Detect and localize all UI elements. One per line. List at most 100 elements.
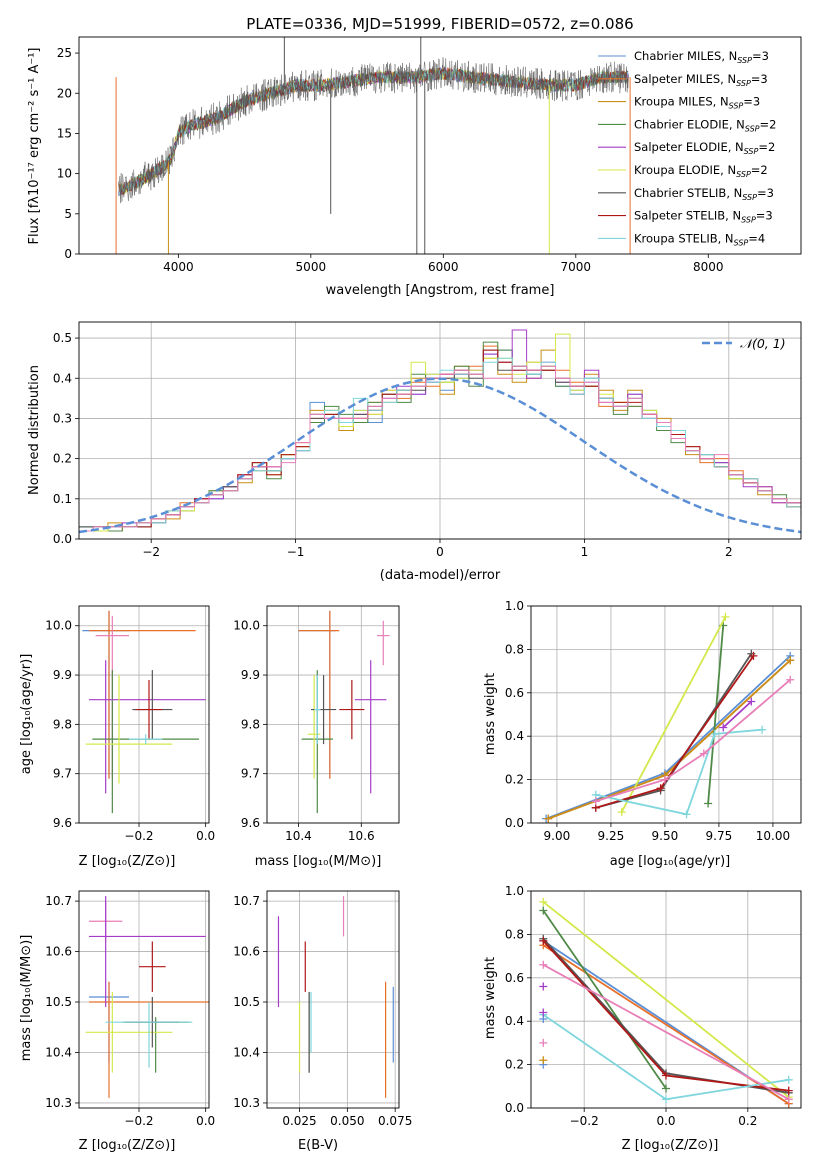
weight-marker — [704, 799, 713, 808]
axes-frame — [78, 36, 802, 255]
weight-marker — [784, 1086, 793, 1095]
ageZ-ylabel: age [log₁₀(age/yr)] — [19, 654, 34, 775]
age-vs-metallicity-panel: −0.2 0.0 9.6 9.7 9.8 9.9 10.0 — [45, 605, 215, 843]
legend-entry: Chabrier MILES, NSSP=3 — [634, 49, 769, 65]
legend-entry: Kroupa MILES, NSSP=3 — [634, 95, 760, 111]
weight-marker — [539, 960, 548, 969]
x-tick-label: 6000 — [428, 260, 459, 274]
weight-marker — [786, 656, 795, 665]
weight-marker — [539, 906, 548, 915]
y-tick-label: 0.6 — [505, 686, 524, 700]
weight-marker — [662, 1071, 670, 1080]
y-tick-label: 0.4 — [505, 1014, 524, 1028]
x-tick-label: −1 — [287, 545, 305, 559]
spectrum-xlabel: wavelength [Angstrom, rest frame] — [326, 283, 555, 298]
y-tick-label: 0.6 — [505, 971, 524, 985]
y-tick-label: 20 — [57, 86, 72, 100]
weight-line — [545, 655, 791, 820]
histogram-step — [79, 357, 801, 532]
x-tick-label: −2 — [142, 545, 160, 559]
y-tick-label: 0 — [64, 247, 72, 261]
x-tick-label: 10.6 — [348, 829, 375, 843]
axes-frame — [78, 605, 210, 824]
axes-frame — [78, 890, 210, 1109]
weight-marker — [544, 814, 553, 823]
legend-entry: Chabrier STELIB, NSSP=3 — [634, 186, 774, 202]
weight-marker — [719, 723, 728, 732]
x-tick-label: 2 — [725, 545, 733, 559]
x-tick-label: 9.00 — [544, 829, 571, 843]
weight-marker — [539, 1038, 548, 1047]
mass-vs-metallicity-panel: −0.2 0.0 10.3 10.4 10.5 10.6 10.7 — [45, 890, 215, 1128]
x-tick-label: 5000 — [296, 260, 327, 274]
legend-entry: Salpeter ELODIE, NSSP=2 — [634, 140, 775, 156]
errorbar-points — [85, 896, 209, 1098]
y-tick-label: 10.3 — [45, 1096, 72, 1110]
massE-xlabel: E(B-V) — [298, 1138, 338, 1153]
y-tick-label: 0.3 — [53, 411, 72, 425]
weight-marker — [784, 1075, 793, 1084]
weight-line — [595, 653, 753, 809]
x-tick-label: 7000 — [561, 260, 592, 274]
x-tick-label: 0.025 — [282, 1114, 316, 1128]
legend-entry: Salpeter STELIB, NSSP=3 — [634, 209, 773, 225]
weight-line — [707, 625, 725, 804]
x-tick-label: 1 — [581, 545, 589, 559]
x-tick-label: 0.0 — [656, 1114, 675, 1128]
y-tick-label: 0.4 — [505, 729, 524, 743]
y-tick-label: 10.7 — [233, 894, 260, 908]
y-tick-label: 9.6 — [241, 816, 260, 830]
weight-marker — [784, 1095, 793, 1104]
weight-line — [542, 901, 790, 1098]
y-tick-label: 10.0 — [233, 619, 260, 633]
weight-vs-age-panel: 9.00 9.25 9.50 9.75 10.00 0.0 0.2 0.4 0.6 0.8 1.0 — [505, 599, 802, 843]
x-tick-label: −0.2 — [124, 829, 153, 843]
y-tick-label: 10.3 — [233, 1096, 260, 1110]
weight-marker — [591, 797, 600, 806]
wZ-xlabel: Z [log₁₀(Z/Z⊙)] — [622, 1138, 719, 1153]
y-tick-label: 0.1 — [53, 492, 72, 506]
y-tick-label: 0.0 — [53, 532, 72, 546]
weight-line — [542, 964, 790, 1101]
ageM-xlabel: mass [log₁₀(M/M⊙)] — [255, 854, 382, 869]
x-tick-label: 10.4 — [285, 829, 312, 843]
legend-entry: Salpeter MILES, NSSP=3 — [634, 72, 768, 88]
weight-marker — [747, 697, 756, 706]
y-tick-label: 9.6 — [53, 816, 72, 830]
x-tick-label: 9.50 — [652, 829, 679, 843]
legend-entry: Kroupa STELIB, NSSP=4 — [634, 231, 765, 247]
weight-marker — [662, 1084, 670, 1093]
weight-marker — [539, 1056, 548, 1065]
y-tick-label: 0.0 — [505, 816, 524, 830]
errorbar-points — [82, 610, 206, 814]
weight-line — [595, 679, 791, 803]
weight-line — [542, 909, 667, 1090]
age-vs-mass-panel: 10.4 10.6 9.6 9.7 9.8 9.9 10.0 — [233, 605, 400, 843]
y-tick-label: 9.9 — [241, 668, 260, 682]
legend-entry: 𝒩(0, 1) — [740, 336, 786, 351]
x-tick-label: −0.2 — [124, 1114, 153, 1128]
y-tick-label: 9.7 — [53, 767, 72, 781]
weight-marker — [721, 612, 730, 621]
weight-line — [547, 659, 791, 820]
x-tick-label: 0.2 — [738, 1114, 757, 1128]
x-tick-label: 0.050 — [330, 1114, 364, 1128]
x-tick-label: 0.0 — [196, 1114, 215, 1128]
y-tick-label: 1.0 — [505, 884, 524, 898]
y-tick-label: 0.8 — [505, 642, 524, 656]
weight-marker — [786, 675, 795, 684]
x-tick-label: 8000 — [693, 260, 724, 274]
legend-entry: Chabrier ELODIE, NSSP=2 — [634, 117, 776, 133]
y-tick-label: 0.0 — [505, 1101, 524, 1115]
legend-entry: Kroupa ELODIE, NSSP=2 — [634, 163, 768, 179]
histogram-step — [79, 333, 801, 532]
histogram-series — [79, 329, 801, 534]
y-tick-label: 9.9 — [53, 668, 72, 682]
massZ-ylabel: mass [log₁₀(M/M⊙)] — [19, 935, 34, 1062]
axes-frame — [266, 890, 400, 1109]
x-tick-label: −0.2 — [570, 1114, 599, 1128]
weight-marker — [539, 936, 548, 945]
x-tick-label: 10.00 — [756, 829, 790, 843]
y-tick-label: 0.5 — [53, 331, 72, 345]
